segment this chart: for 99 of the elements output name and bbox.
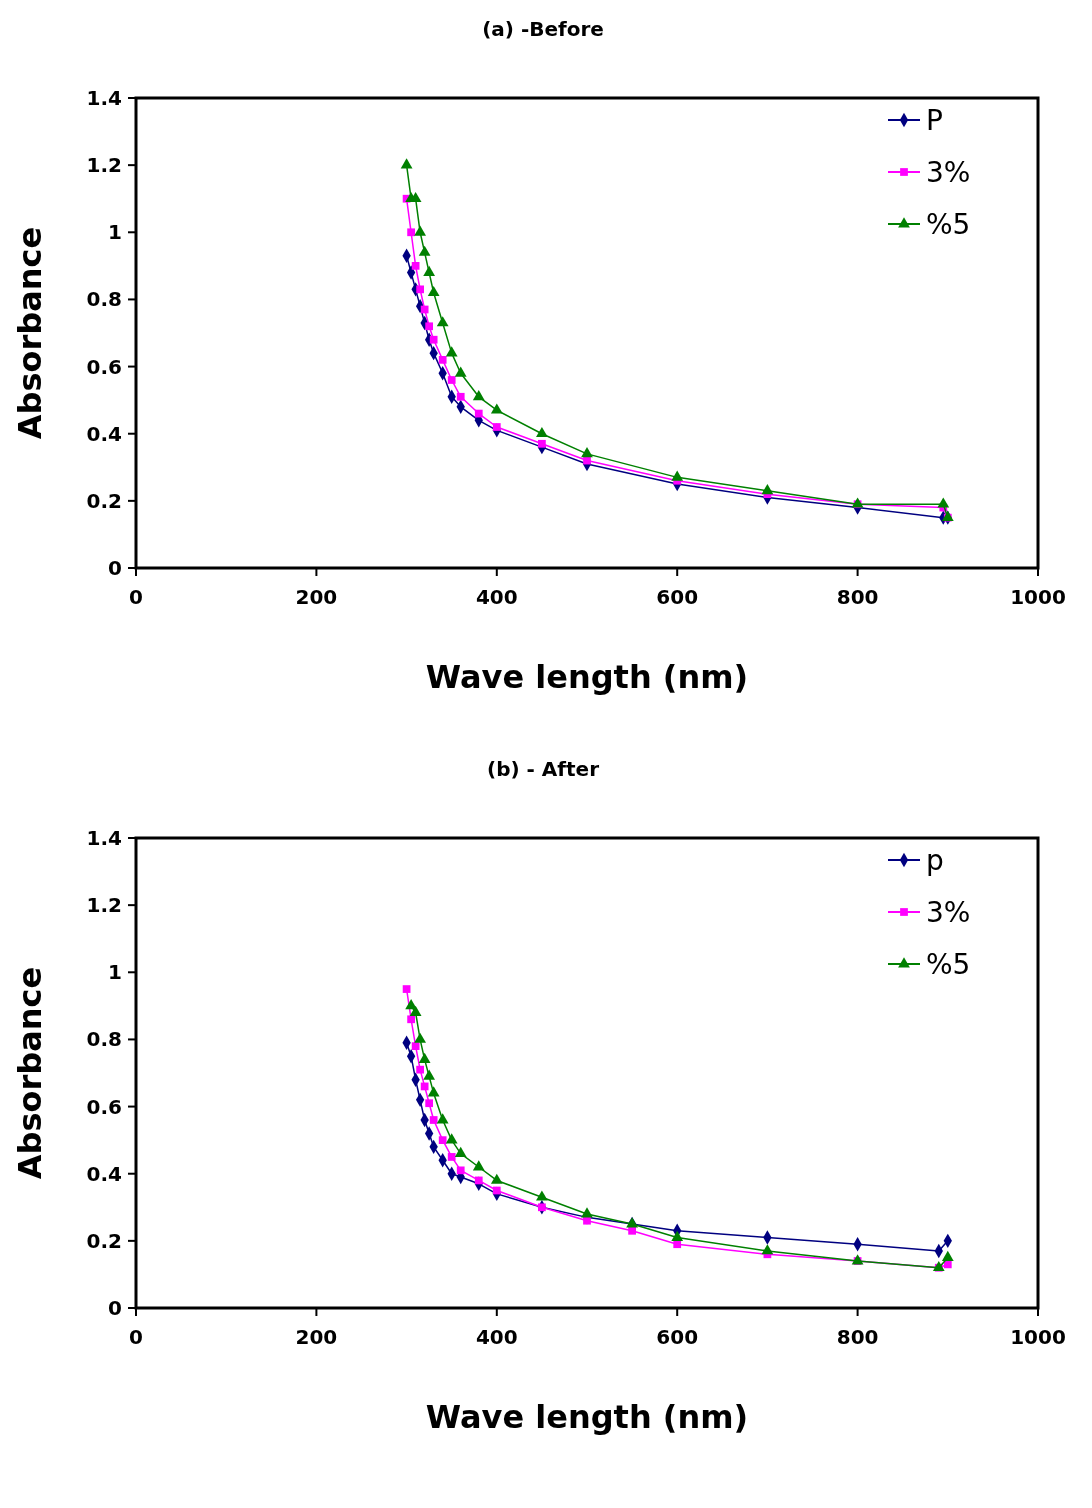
point [407, 1015, 415, 1024]
x-tick-label: 1000 [1010, 1325, 1066, 1349]
point [472, 389, 485, 401]
point [454, 1146, 467, 1157]
point [490, 403, 503, 414]
point [943, 1260, 952, 1269]
y-tick-label: 0 [108, 556, 122, 580]
point [490, 1173, 503, 1184]
point [628, 1226, 636, 1235]
point [414, 1032, 427, 1043]
x-tick-label: 600 [656, 1325, 699, 1349]
point [429, 335, 438, 344]
x-tick-label: 400 [475, 1325, 518, 1349]
x-tick-label: 800 [836, 1325, 879, 1349]
x-tick-label: 0 [129, 1325, 143, 1349]
y-axis-title: Absorbance [11, 966, 49, 1180]
legend-label: %5 [926, 947, 971, 981]
point [492, 423, 501, 431]
x-tick-label: 0 [129, 585, 143, 609]
point [673, 1240, 682, 1249]
point [402, 985, 411, 993]
point [474, 409, 483, 418]
point [761, 483, 774, 495]
point [536, 426, 548, 438]
y-tick-label: 1.4 [86, 826, 122, 850]
y-tick-label: 0.4 [86, 1161, 122, 1186]
point [626, 1217, 638, 1228]
point [456, 392, 465, 401]
point [425, 322, 434, 331]
point [418, 245, 431, 256]
point [445, 346, 458, 357]
x-tick-label: 600 [656, 585, 699, 609]
y-tick-label: 1 [108, 220, 122, 245]
point [418, 1052, 431, 1063]
x-axis-title: Wave length (nm) [425, 1398, 749, 1436]
point [583, 1216, 591, 1225]
y-tick-label: 0.6 [86, 354, 122, 379]
y-tick-label: 1.2 [86, 153, 122, 178]
x-tick-label: 400 [475, 585, 518, 609]
legend-label: p [926, 843, 944, 877]
point [407, 228, 415, 237]
point [447, 1153, 456, 1161]
y-tick-label: 1 [108, 960, 122, 985]
legend-label: 3% [926, 895, 971, 929]
y-tick-label: 1.2 [86, 893, 122, 918]
y-tick-label: 0 [108, 1296, 122, 1320]
point [436, 316, 449, 327]
y-tick-label: 0.8 [86, 1027, 122, 1052]
point [400, 158, 413, 169]
point [671, 470, 684, 481]
point [941, 1250, 954, 1262]
point [427, 285, 440, 297]
y-tick-label: 0.2 [86, 1228, 122, 1253]
y-tick-label: 0.4 [86, 421, 122, 446]
y-tick-label: 0.8 [86, 287, 122, 312]
point [538, 439, 546, 448]
x-tick-label: 1000 [1010, 585, 1066, 609]
point [536, 1190, 548, 1201]
chart-title: (a) -Before [482, 17, 604, 41]
y-tick-label: 1.4 [86, 86, 122, 110]
point [456, 1166, 465, 1175]
x-tick-label: 200 [295, 585, 338, 609]
point [423, 1069, 436, 1080]
legend-label: P [926, 103, 943, 137]
point [414, 225, 427, 236]
point [420, 305, 429, 314]
point [409, 1005, 422, 1016]
point [411, 261, 420, 270]
point [447, 376, 456, 384]
y-axis-title: Absorbance [11, 226, 49, 440]
point [581, 1207, 593, 1218]
point [438, 1136, 447, 1145]
point [472, 1160, 485, 1171]
point [416, 1065, 424, 1074]
legend-label: %5 [926, 207, 971, 241]
y-tick-label: 0.2 [86, 488, 122, 513]
x-tick-label: 200 [295, 1325, 338, 1349]
point [671, 1230, 684, 1241]
point [583, 456, 591, 465]
x-axis-title: Wave length (nm) [425, 658, 749, 696]
point [454, 366, 467, 377]
point [581, 447, 593, 458]
point [416, 285, 424, 294]
y-tick-label: 0.6 [86, 1094, 122, 1119]
point [436, 1113, 449, 1124]
point [423, 265, 436, 276]
point [438, 355, 447, 364]
chart-title: (b) - After [487, 757, 600, 781]
point [492, 1186, 501, 1195]
point [445, 1133, 458, 1144]
point [425, 1099, 434, 1108]
point [427, 1086, 440, 1097]
point [937, 497, 950, 508]
legend-label: 3% [926, 155, 971, 189]
point [474, 1176, 483, 1185]
point [429, 1116, 438, 1124]
point [761, 1244, 774, 1255]
point [420, 1082, 429, 1091]
x-tick-label: 800 [836, 585, 879, 609]
